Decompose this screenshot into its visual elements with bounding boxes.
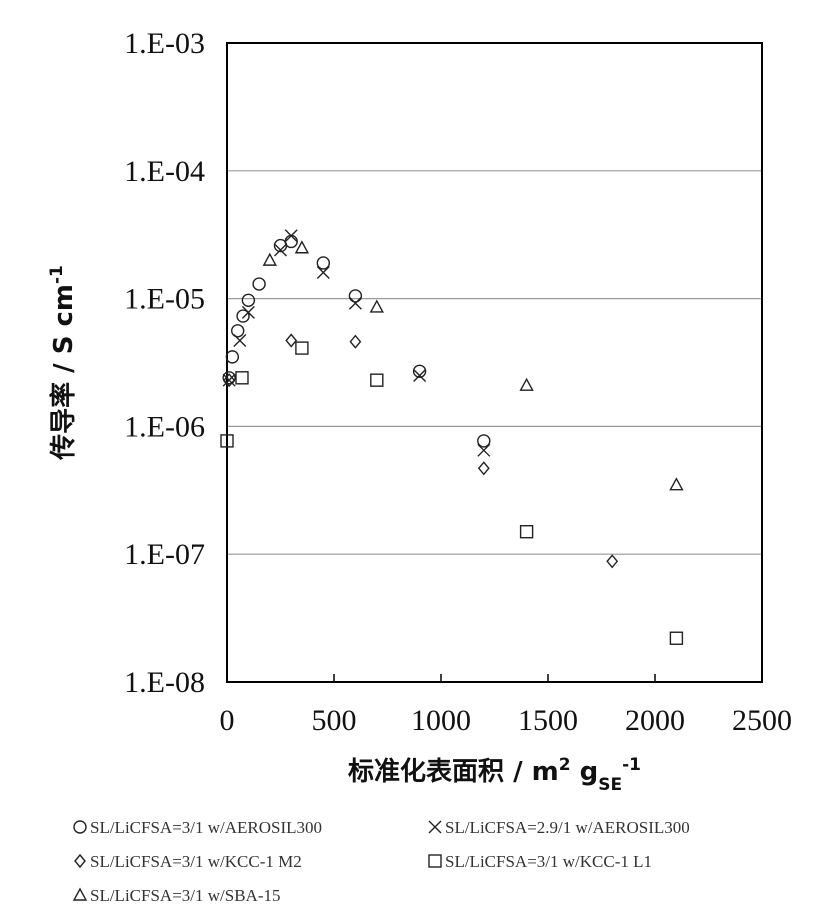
x-tick-label: 1500 xyxy=(518,704,578,737)
marker xyxy=(226,351,238,363)
marker xyxy=(236,372,248,384)
x-tick-label: 2500 xyxy=(732,704,792,737)
y-tick-label: 1.E-05 xyxy=(124,283,205,316)
legend-label: SL/LiCFSA=3/1 w/SBA-15 xyxy=(90,886,281,905)
legend-label: SL/LiCFSA=3/1 w/AEROSIL300 xyxy=(90,818,322,837)
axis-label-part: -1 xyxy=(622,755,641,775)
axis-label-part: -1 xyxy=(47,265,67,284)
legend-marker xyxy=(429,855,441,867)
marker xyxy=(670,632,682,644)
marker xyxy=(285,230,297,242)
marker xyxy=(242,294,254,306)
marker xyxy=(296,242,308,253)
marker xyxy=(286,335,296,347)
marker xyxy=(285,235,297,247)
marker xyxy=(478,435,490,447)
marker xyxy=(349,290,361,302)
marker xyxy=(253,278,265,290)
x-tick-label: 0 xyxy=(220,704,235,737)
axis-label: 传导率 / S cm-1 xyxy=(47,265,79,461)
marker xyxy=(479,462,489,474)
plot-frame xyxy=(227,43,762,682)
axis-label-part: g xyxy=(571,757,599,787)
x-tick-label: 500 xyxy=(312,704,357,737)
marker xyxy=(296,342,308,354)
legend-marker xyxy=(74,889,86,900)
legend-marker xyxy=(429,821,441,833)
y-tick-label: 1.E-04 xyxy=(124,155,205,188)
marker xyxy=(264,254,276,265)
x-tick-label: 1000 xyxy=(411,704,471,737)
axis-label-part: 传导率 / S cm xyxy=(48,284,79,461)
axis-label-part: 2 xyxy=(559,755,571,775)
axis-label-part: 标准化表面积 / m xyxy=(348,757,559,787)
legend-marker xyxy=(74,821,86,833)
marker xyxy=(371,301,383,312)
legend-label: SL/LiCFSA=3/1 w/KCC-1 M2 xyxy=(90,852,302,871)
marker xyxy=(478,444,490,456)
marker xyxy=(670,479,682,490)
y-tick-label: 1.E-06 xyxy=(124,410,205,443)
legend-marker xyxy=(75,855,85,867)
legend-label: SL/LiCFSA=3/1 w/KCC-1 L1 xyxy=(445,852,652,871)
marker xyxy=(317,257,329,269)
legend-label: SL/LiCFSA=2.9/1 w/AEROSIL300 xyxy=(445,818,690,837)
y-tick-label: 1.E-07 xyxy=(124,538,205,571)
marker xyxy=(521,526,533,538)
marker xyxy=(521,379,533,390)
marker xyxy=(371,374,383,386)
axis-label-part: SE xyxy=(598,775,622,795)
marker xyxy=(350,336,360,348)
marker xyxy=(607,555,617,567)
y-tick-label: 1.E-03 xyxy=(124,27,205,60)
axis-label: 标准化表面积 / m2 gSE-1 xyxy=(348,755,641,795)
y-tick-label: 1.E-08 xyxy=(124,666,205,699)
x-tick-label: 2000 xyxy=(625,704,685,737)
